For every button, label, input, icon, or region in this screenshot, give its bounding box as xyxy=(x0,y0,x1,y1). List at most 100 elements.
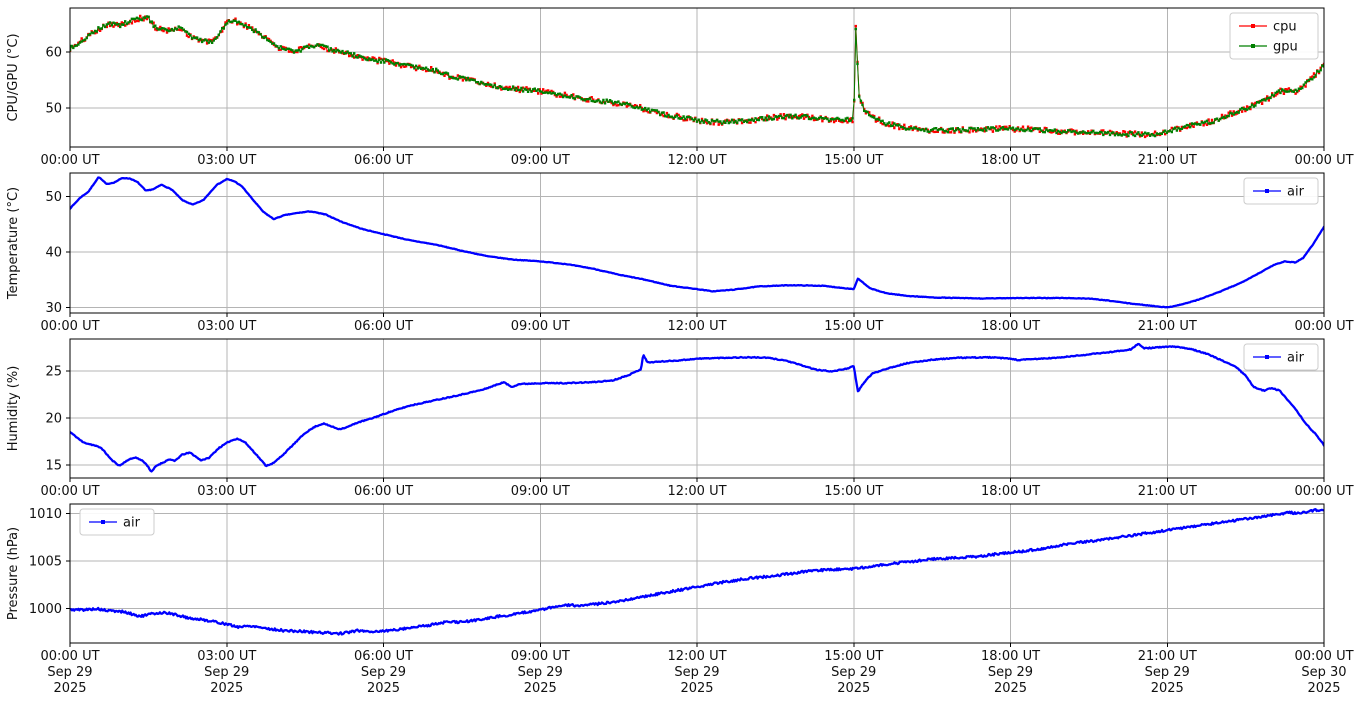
y-tick-label: 1000 xyxy=(29,602,62,617)
y-axis-label-humidity: Humidity (%) xyxy=(6,366,21,452)
grid-humidity xyxy=(69,339,1325,478)
x-tick-label: 00:00 UT xyxy=(1294,319,1353,334)
x-tick-label: 00:00 UT xyxy=(40,319,99,334)
x-tick-date-label: Sep 29 xyxy=(204,665,249,680)
legend-label-air: air xyxy=(1287,351,1305,366)
x-tick-label: 00:00 UT xyxy=(40,484,99,499)
ticks-cpu-gpu xyxy=(66,51,1325,151)
x-tick-label: 06:00 UT xyxy=(354,319,413,334)
legend-marker-air xyxy=(1265,355,1269,359)
legend-label-gpu: gpu xyxy=(1273,40,1298,55)
legend-humidity: air xyxy=(1243,343,1319,371)
x-tick-label: 00:00 UT xyxy=(1294,649,1353,664)
y-tick-label: 1010 xyxy=(29,507,62,522)
x-tick-label: 12:00 UT xyxy=(667,153,726,168)
legend-label-air: air xyxy=(123,516,141,531)
x-tick-label: 09:00 UT xyxy=(511,649,570,664)
grid-temperature xyxy=(69,173,1325,313)
legend-label-cpu: cpu xyxy=(1273,20,1297,35)
series-line-air xyxy=(70,508,1324,636)
x-tick-label: 06:00 UT xyxy=(354,649,413,664)
y-tick-label: 40 xyxy=(45,245,62,260)
x-tick-label: 18:00 UT xyxy=(981,153,1040,168)
x-tick-label: 09:00 UT xyxy=(511,153,570,168)
legend-marker-gpu xyxy=(1251,44,1255,48)
legend-label-air: air xyxy=(1287,185,1305,200)
series-markers-gpu xyxy=(70,15,1324,138)
legend-marker-air xyxy=(1265,189,1269,193)
y-tick-label: 25 xyxy=(45,364,62,379)
x-tick-label: 21:00 UT xyxy=(1138,484,1197,499)
x-tick-label: 21:00 UT xyxy=(1138,153,1197,168)
series-group-pressure xyxy=(70,508,1324,636)
x-tick-label: 09:00 UT xyxy=(511,484,570,499)
y-tick-label: 30 xyxy=(45,301,62,316)
x-tick-label: 15:00 UT xyxy=(824,484,883,499)
x-tick-date-label: Sep 29 xyxy=(831,665,876,680)
x-tick-label: 15:00 UT xyxy=(824,319,883,334)
legend-pressure: air xyxy=(79,508,155,536)
legend-marker-air xyxy=(101,520,105,524)
x-tick-label: 00:00 UT xyxy=(1294,484,1353,499)
x-tick-year-label: 2025 xyxy=(680,681,713,696)
y-axis-label-cpu-gpu: CPU/GPU (°C) xyxy=(6,33,21,121)
x-tick-date-label: Sep 29 xyxy=(988,665,1033,680)
panel-humidity: 00:00 UT 03:00 UT 06:00 UT 09:00 UT 12:00 UT… xyxy=(6,338,1354,499)
x-tick-year-label: 2025 xyxy=(1151,681,1184,696)
y-axis-label-temperature: Temperature (°C) xyxy=(6,187,21,300)
x-tick-date-label: Sep 29 xyxy=(1145,665,1190,680)
y-tick-label: 15 xyxy=(45,458,62,473)
x-tick-label: 03:00 UT xyxy=(197,153,256,168)
x-tick-label: 15:00 UT xyxy=(824,153,883,168)
x-tick-label: 18:00 UT xyxy=(981,649,1040,664)
x-tick-date-label: Sep 29 xyxy=(674,665,719,680)
x-tick-label: 03:00 UT xyxy=(197,319,256,334)
panel-cpu-gpu: 00:00 UT 03:00 UT 06:00 UT 09:00 UT 12:00 UT… xyxy=(6,7,1354,168)
series-line-air xyxy=(70,176,1324,309)
ticks-humidity xyxy=(66,370,1325,482)
x-tick-label: 09:00 UT xyxy=(511,319,570,334)
x-tick-year-label: 2025 xyxy=(1307,681,1340,696)
y-tick-label: 50 xyxy=(45,101,62,116)
x-tick-date-label: Sep 30 xyxy=(1301,665,1346,680)
x-tick-date-label: Sep 29 xyxy=(47,665,92,680)
x-tick-label: 21:00 UT xyxy=(1138,319,1197,334)
ticks-temperature xyxy=(66,195,1325,317)
x-tick-label: 06:00 UT xyxy=(354,153,413,168)
x-tick-year-label: 2025 xyxy=(53,681,86,696)
x-tick-label: 12:00 UT xyxy=(667,649,726,664)
x-tick-label: 00:00 UT xyxy=(40,649,99,664)
x-tick-label: 18:00 UT xyxy=(981,484,1040,499)
series-line-air xyxy=(70,342,1324,473)
x-tick-year-label: 2025 xyxy=(210,681,243,696)
series-group-humidity xyxy=(70,342,1324,473)
grid-cpu-gpu xyxy=(69,8,1325,147)
x-tick-year-label: 2025 xyxy=(837,681,870,696)
y-tick-label: 60 xyxy=(45,46,62,61)
x-tick-year-label: 2025 xyxy=(524,681,557,696)
y-tick-label: 1005 xyxy=(29,555,62,570)
legend-marker-cpu xyxy=(1251,24,1255,28)
panel-temperature: 00:00 UT 03:00 UT 06:00 UT 09:00 UT 12:00 UT… xyxy=(6,172,1354,334)
series-group-cpu-gpu xyxy=(70,14,1324,139)
x-tick-label: 06:00 UT xyxy=(354,484,413,499)
x-tick-label: 03:00 UT xyxy=(197,649,256,664)
ticks-pressure xyxy=(66,513,1325,647)
x-tick-label: 18:00 UT xyxy=(981,319,1040,334)
grid-pressure xyxy=(69,504,1325,643)
x-tick-year-label: 2025 xyxy=(994,681,1027,696)
x-tick-label: 15:00 UT xyxy=(824,649,883,664)
legend-temperature: air xyxy=(1243,177,1319,205)
x-tick-year-label: 2025 xyxy=(367,681,400,696)
x-tick-label: 00:00 UT xyxy=(40,153,99,168)
x-tick-label: 12:00 UT xyxy=(667,484,726,499)
y-axis-label-pressure: Pressure (hPa) xyxy=(6,527,21,620)
x-tick-date-label: Sep 29 xyxy=(518,665,563,680)
x-tick-date-label: Sep 29 xyxy=(361,665,406,680)
x-tick-label: 12:00 UT xyxy=(667,319,726,334)
y-tick-label: 20 xyxy=(45,411,62,426)
y-tick-label: 50 xyxy=(45,190,62,205)
